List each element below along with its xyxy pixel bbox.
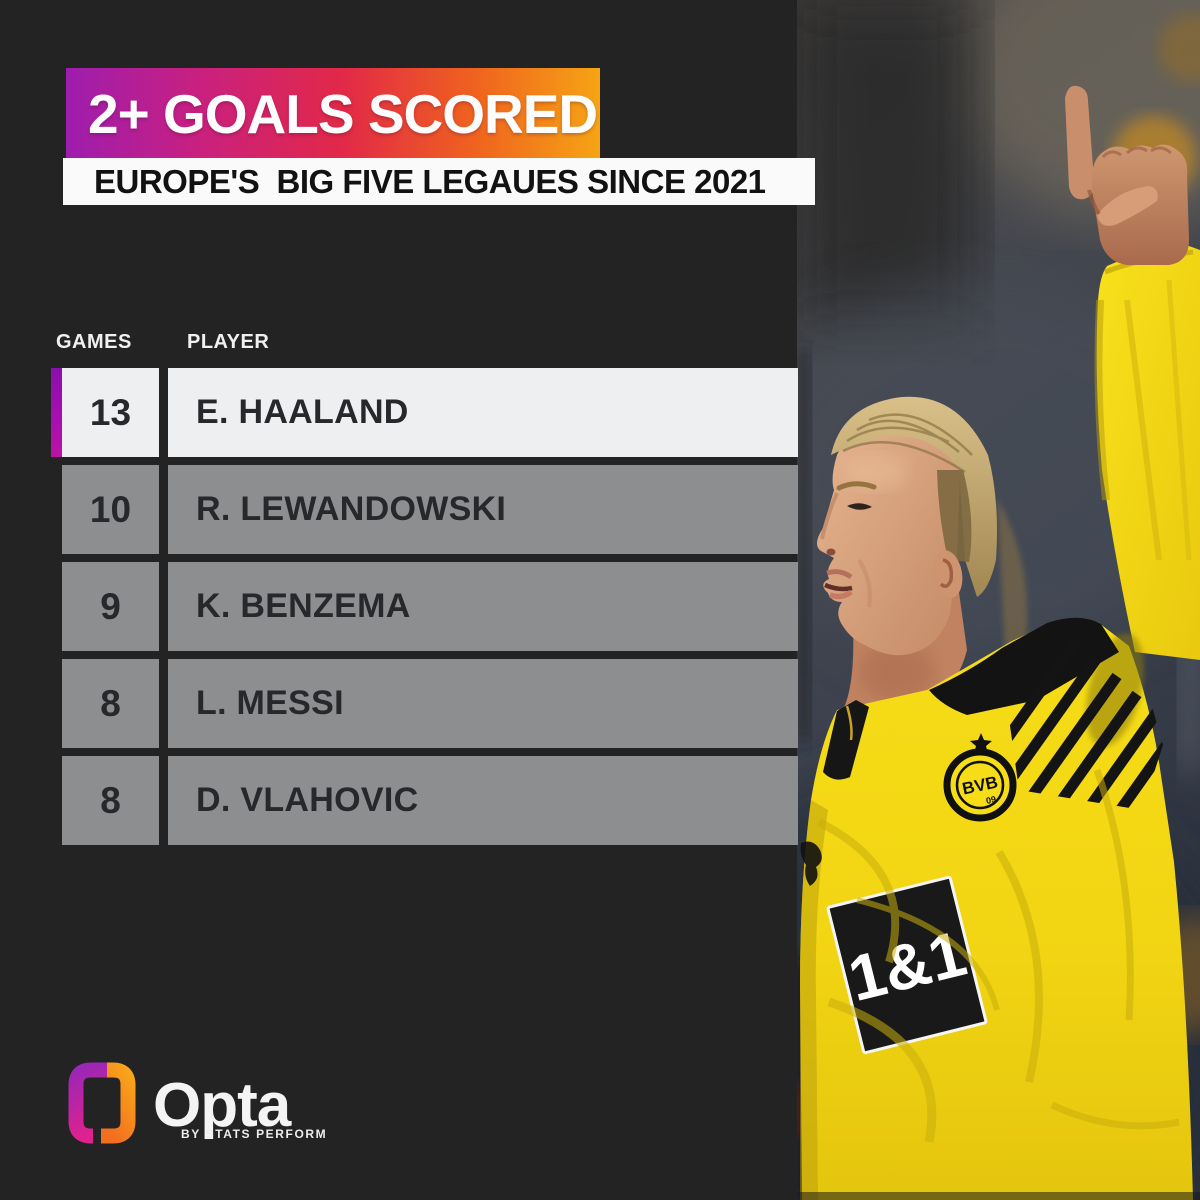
player-name: L. MESSI — [196, 684, 344, 722]
puma-logo — [800, 841, 822, 886]
orange-bokeh-light-2 — [1158, 14, 1200, 82]
knuckle-line — [1101, 150, 1122, 159]
subtitle-text: EUROPE'S BIG FIVE LEGAUES SINCE 2021 — [94, 163, 766, 200]
bvb-crest: BVB 09 — [943, 733, 1017, 822]
games-cell: 13 — [62, 368, 159, 457]
opta-ring-right — [101, 1062, 136, 1144]
nose-bridge — [820, 492, 839, 540]
index-finger — [1065, 85, 1095, 200]
player-name: K. BENZEMA — [196, 587, 411, 625]
gold-chain — [845, 705, 853, 741]
player-cell: K. BENZEMA — [168, 562, 798, 651]
knuckle-line-3 — [1150, 146, 1173, 155]
games-value: 9 — [100, 585, 121, 627]
player-name: R. LEWANDOWSKI — [196, 490, 507, 528]
player-cell: D. VLAHOVIC — [168, 756, 798, 845]
highlight-stripe — [51, 368, 63, 457]
cheek-contour — [857, 558, 872, 608]
games-cell: 8 — [62, 756, 159, 845]
column-header-games: GAMES — [56, 331, 132, 353]
player-cell: R. LEWANDOWSKI — [168, 465, 798, 554]
games-value: 13 — [89, 391, 132, 433]
upper-lip — [826, 569, 853, 580]
knuckle-line-2 — [1125, 146, 1148, 155]
opta-wordmark: Opta — [153, 1071, 291, 1140]
lower-lip — [829, 589, 853, 600]
jersey-torso — [800, 618, 1193, 1200]
title-banner: 2+ GOALS SCORED — [66, 68, 600, 158]
crest-star — [970, 733, 992, 754]
sleeve-shadow-edge — [1094, 299, 1110, 501]
crest-number: 09 — [985, 794, 997, 806]
games-cell: 10 — [62, 465, 159, 554]
opta-byline: BY STATS PERFORM — [181, 1127, 328, 1141]
dark-corner — [797, 0, 977, 330]
undercut-side — [937, 470, 972, 562]
games-value: 10 — [89, 488, 132, 530]
opta-ring-left — [68, 1062, 115, 1144]
eyebrow — [836, 481, 877, 491]
games-cell: 8 — [62, 659, 159, 748]
column-header-player: PLAYER — [187, 331, 270, 353]
thumb — [1097, 186, 1158, 226]
panel-seam-shadow — [797, 350, 811, 740]
games-value: 8 — [100, 779, 121, 821]
sponsor-patch: 1&1 — [826, 875, 988, 1055]
jersey-folds — [817, 768, 1180, 1143]
player-name: E. HAALAND — [196, 393, 409, 431]
games-cell: 9 — [62, 562, 159, 651]
player-cell: E. HAALAND — [168, 368, 798, 457]
opta-logo-icon — [68, 1062, 136, 1144]
player-photo: BVB 09 1&1 — [637, 0, 1200, 1200]
nostril — [826, 548, 836, 556]
sleeve-fold — [1124, 299, 1162, 561]
page-title: 2+ GOALS SCORED — [88, 83, 598, 145]
collar-left — [823, 700, 869, 780]
neck-shadow — [859, 642, 935, 702]
hair-strands — [842, 413, 973, 474]
eye — [847, 503, 872, 510]
haaland-photo-illustration: BVB 09 1&1 — [637, 0, 1200, 1200]
subtitle-bar: EUROPE'S BIG FIVE LEGAUES SINCE 2021 — [63, 158, 815, 205]
player-cell: L. MESSI — [168, 659, 798, 748]
sleeve-fold-2 — [1166, 279, 1192, 561]
bottom-edge — [797, 1192, 1200, 1200]
forehead-highlight — [845, 454, 909, 490]
finger-shadow — [1087, 189, 1101, 216]
hair — [831, 396, 997, 597]
jersey-left-shadow — [800, 800, 828, 1200]
games-value: 8 — [100, 682, 121, 724]
mouth-opening — [824, 582, 853, 592]
player-name: D. VLAHOVIC — [196, 781, 419, 819]
ear-inner — [939, 558, 954, 588]
